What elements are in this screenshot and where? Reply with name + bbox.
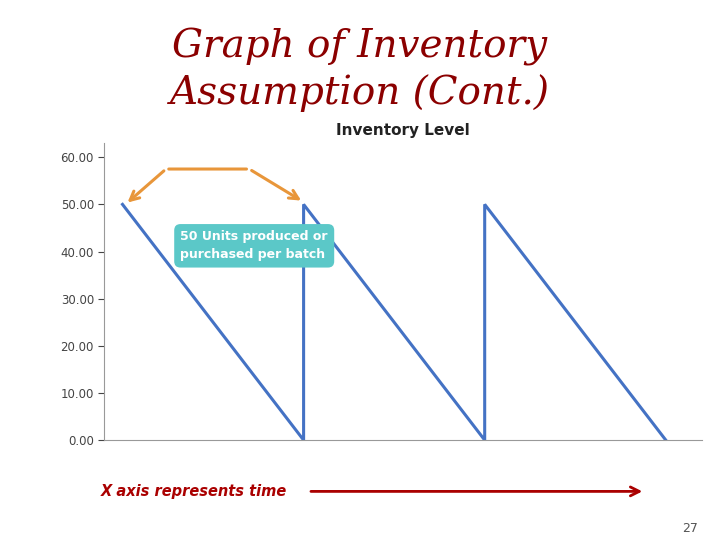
Title: Inventory Level: Inventory Level — [336, 123, 470, 138]
Text: X axis represents time: X axis represents time — [101, 484, 287, 499]
Text: Graph of Inventory
Assumption (Cont.): Graph of Inventory Assumption (Cont.) — [170, 29, 550, 112]
Text: 27: 27 — [683, 522, 698, 535]
Text: 50 Units produced or
purchased per batch: 50 Units produced or purchased per batch — [181, 231, 328, 261]
